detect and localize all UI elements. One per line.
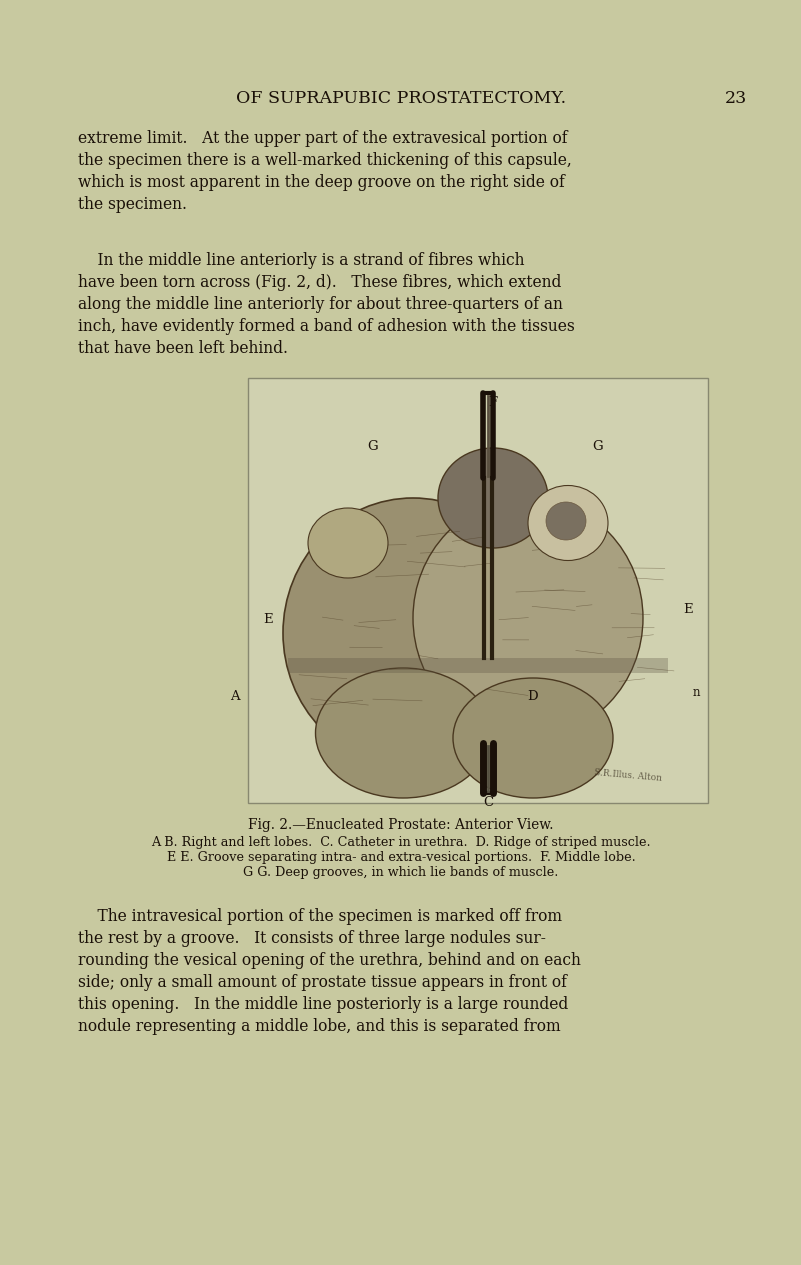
Text: In the middle line anteriorly is a strand of fibres which: In the middle line anteriorly is a stran… (78, 252, 525, 269)
Text: side; only a small amount of prostate tissue appears in front of: side; only a small amount of prostate ti… (78, 974, 567, 990)
Bar (248, 378, 708, 803)
Ellipse shape (308, 509, 388, 578)
Text: that have been left behind.: that have been left behind. (78, 340, 288, 357)
Text: this opening.   In the middle line posteriorly is a large rounded: this opening. In the middle line posteri… (78, 996, 568, 1013)
Text: the specimen there is a well-marked thickening of this capsule,: the specimen there is a well-marked thic… (78, 152, 572, 170)
Text: E E. Groove separating intra- and extra-vesical portions.  F. Middle lobe.: E E. Groove separating intra- and extra-… (167, 851, 635, 864)
Text: n: n (692, 686, 700, 700)
Text: G G. Deep grooves, in which lie bands of muscle.: G G. Deep grooves, in which lie bands of… (244, 867, 558, 879)
Text: G: G (593, 440, 603, 453)
Text: inch, have evidently formed a band of adhesion with the tissues: inch, have evidently formed a band of ad… (78, 318, 575, 335)
Text: Fig. 2.—Enucleated Prostate: Anterior View.: Fig. 2.—Enucleated Prostate: Anterior Vi… (248, 818, 553, 832)
Text: the rest by a groove.   It consists of three large nodules sur-: the rest by a groove. It consists of thr… (78, 930, 545, 947)
Text: S.R.Illus. Alton: S.R.Illus. Alton (594, 768, 662, 783)
Ellipse shape (438, 448, 548, 548)
Text: The intravesical portion of the specimen is marked off from: The intravesical portion of the specimen… (78, 908, 562, 925)
Text: OF SUPRAPUBIC PROSTATECTOMY.: OF SUPRAPUBIC PROSTATECTOMY. (236, 90, 566, 108)
Ellipse shape (546, 502, 586, 540)
Ellipse shape (316, 668, 490, 798)
Text: along the middle line anteriorly for about three-quarters of an: along the middle line anteriorly for abo… (78, 296, 563, 312)
Text: the specimen.: the specimen. (78, 196, 187, 213)
Text: A: A (231, 689, 240, 703)
Text: G: G (368, 440, 378, 453)
Ellipse shape (413, 498, 643, 737)
Text: A B. Right and left lobes.  C. Catheter in urethra.  D. Ridge of striped muscle.: A B. Right and left lobes. C. Catheter i… (151, 836, 650, 849)
Ellipse shape (283, 498, 543, 768)
Text: have been torn across (Fig. 2, d).   These fibres, which extend: have been torn across (Fig. 2, d). These… (78, 275, 562, 291)
Text: E: E (683, 603, 693, 616)
Text: E: E (264, 614, 273, 626)
Text: rounding the vesical opening of the urethra, behind and on each: rounding the vesical opening of the uret… (78, 953, 581, 969)
Text: F: F (489, 396, 497, 409)
Bar (288, 658, 668, 673)
Ellipse shape (528, 486, 608, 560)
Text: nodule representing a middle lobe, and this is separated from: nodule representing a middle lobe, and t… (78, 1018, 561, 1035)
Text: which is most apparent in the deep groove on the right side of: which is most apparent in the deep groov… (78, 175, 565, 191)
Text: D: D (528, 689, 538, 703)
Ellipse shape (453, 678, 613, 798)
Text: C: C (483, 796, 493, 810)
Text: extreme limit.   At the upper part of the extravesical portion of: extreme limit. At the upper part of the … (78, 130, 567, 147)
Text: 23: 23 (725, 90, 747, 108)
